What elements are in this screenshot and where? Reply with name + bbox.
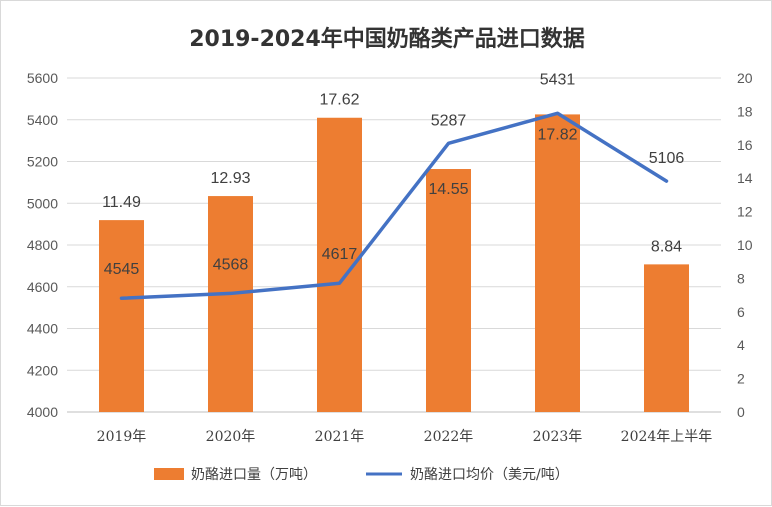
left-tick-label: 4000 bbox=[27, 404, 58, 420]
chart-title: 2019-2024年中国奶酪类产品进口数据 bbox=[189, 26, 585, 52]
line-data-label: 4617 bbox=[322, 246, 358, 263]
bar bbox=[426, 169, 471, 412]
legend-bar-label: 奶酪进口量（万吨） bbox=[191, 467, 317, 483]
left-tick-label: 5200 bbox=[27, 154, 58, 170]
legend-line-label: 奶酪进口均价（美元/吨） bbox=[410, 467, 569, 483]
line-series bbox=[119, 111, 669, 300]
category-label: 2020年 bbox=[206, 429, 256, 445]
x-axis: 2019年 2020年 2021年 2022年 2023年 2024年上半年 bbox=[97, 429, 713, 445]
line-data-label: 5431 bbox=[540, 71, 576, 88]
legend-bar-swatch bbox=[154, 468, 184, 480]
bar-data-label: 14.55 bbox=[428, 181, 468, 198]
left-tick-label: 5600 bbox=[27, 70, 58, 86]
left-tick-label: 4600 bbox=[27, 279, 58, 295]
left-tick-label: 5000 bbox=[27, 195, 58, 211]
bar bbox=[208, 196, 253, 412]
right-tick-label: 12 bbox=[737, 204, 753, 220]
left-tick-label: 5400 bbox=[27, 112, 58, 128]
bar-data-label: 17.82 bbox=[537, 126, 577, 143]
category-label: 2024年上半年 bbox=[621, 429, 713, 445]
bar-series bbox=[99, 114, 689, 412]
bar-data-label: 12.93 bbox=[210, 170, 250, 187]
line-data-label: 5287 bbox=[431, 112, 467, 129]
bar-data-label: 17.62 bbox=[319, 92, 359, 109]
left-tick-label: 4800 bbox=[27, 237, 58, 253]
line-data-label: 4545 bbox=[104, 261, 140, 278]
right-tick-label: 0 bbox=[737, 404, 745, 420]
category-label: 2023年 bbox=[533, 429, 583, 445]
right-tick-label: 20 bbox=[737, 70, 753, 86]
left-tick-label: 4200 bbox=[27, 362, 58, 378]
right-tick-label: 10 bbox=[737, 237, 753, 253]
category-label: 2022年 bbox=[424, 429, 474, 445]
right-axis: 0 2 4 6 8 10 12 14 16 18 20 bbox=[737, 70, 753, 420]
bar-data-label: 11.49 bbox=[102, 194, 141, 211]
line-data-label: 5106 bbox=[649, 150, 685, 167]
price-line bbox=[119, 111, 669, 300]
right-tick-label: 6 bbox=[737, 304, 745, 320]
line-data-label: 4568 bbox=[213, 256, 249, 273]
right-tick-label: 16 bbox=[737, 137, 753, 153]
bar bbox=[535, 114, 580, 412]
left-axis: 4000 4200 4400 4600 4800 5000 5200 5400 5600 bbox=[27, 70, 58, 420]
left-tick-label: 4400 bbox=[27, 321, 58, 337]
right-tick-label: 14 bbox=[737, 170, 753, 186]
right-tick-label: 4 bbox=[737, 337, 745, 353]
right-tick-label: 8 bbox=[737, 270, 745, 286]
bar bbox=[644, 264, 689, 412]
category-label: 2019年 bbox=[97, 429, 147, 445]
right-tick-label: 18 bbox=[737, 103, 753, 119]
bar-data-label: 8.84 bbox=[651, 238, 682, 255]
category-label: 2021年 bbox=[315, 429, 365, 445]
data-labels: 11.49 12.93 17.62 14.55 17.82 8.84 4545 4568 461… bbox=[102, 71, 684, 278]
legend: 奶酪进口量（万吨） 奶酪进口均价（美元/吨） bbox=[154, 467, 569, 483]
gridlines bbox=[67, 77, 721, 413]
bar bbox=[99, 220, 144, 412]
right-tick-label: 2 bbox=[737, 371, 745, 387]
